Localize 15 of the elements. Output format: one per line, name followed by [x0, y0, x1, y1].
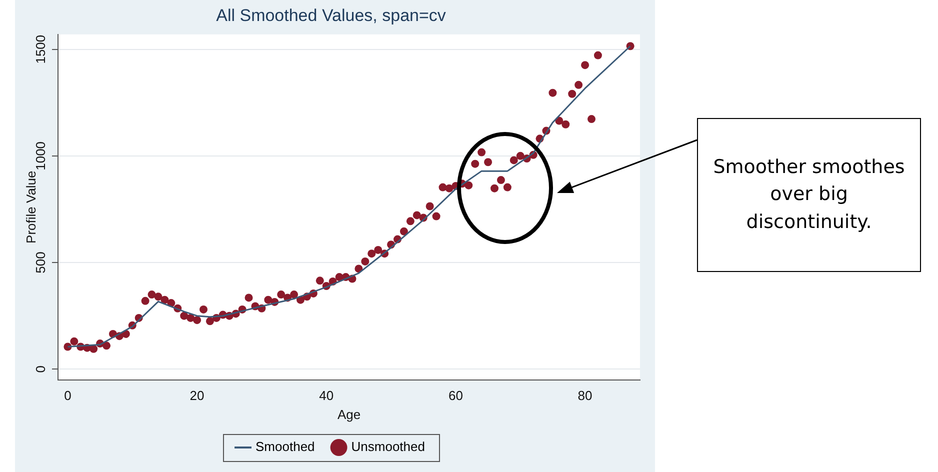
text: Smoother smoothes over big discontinuity.	[697, 118, 921, 272]
y-tick-label: 1500	[33, 34, 48, 64]
x-tick-label: 40	[319, 388, 334, 404]
x-tick-label: 0	[64, 388, 72, 404]
y-tick-label: 500	[33, 252, 48, 274]
y-axis-title: Profile Value	[23, 170, 38, 244]
chart-title: All Smoothed Values, span=cv	[216, 6, 446, 25]
x-tick-label: 80	[578, 388, 592, 404]
x-tick-label: 60	[448, 388, 463, 404]
y-tick-label: 1000	[33, 141, 48, 170]
x-axis-title: Age	[337, 406, 361, 422]
legend-label: Smoothed	[256, 439, 315, 454]
y-tick-label: 0	[33, 366, 48, 373]
x-tick-label: 20	[190, 388, 204, 404]
legend-label: Unsmoothed	[351, 439, 425, 454]
